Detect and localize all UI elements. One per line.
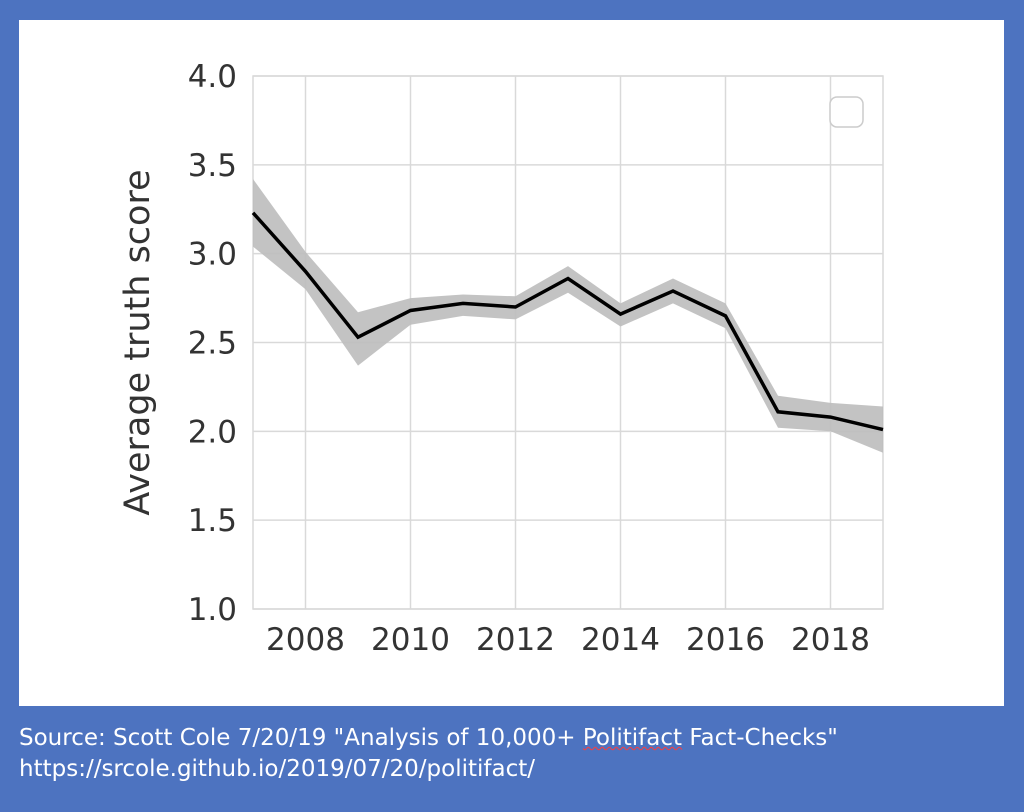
plot-frame <box>252 75 884 610</box>
y-tick-label: 4.0 <box>188 59 237 95</box>
x-tick-labels: 2008 2010 2012 2014 2016 2018 <box>266 622 870 658</box>
source-citation: Source: Scott Cole 7/20/19 "Analysis of … <box>19 723 1009 754</box>
legend-box[interactable] <box>829 96 864 128</box>
confidence-band <box>253 179 883 453</box>
data-point <box>251 211 255 215</box>
source-citation-text-end: Fact-Checks" <box>682 725 838 751</box>
data-point <box>776 410 780 414</box>
data-point <box>829 415 833 419</box>
chart-panel: 2008 2010 2012 2014 2016 2018 1.0 1.5 2.0 2.5 3.0… <box>19 20 1004 706</box>
source-caption: Source: Scott Cole 7/20/19 "Analysis of … <box>19 723 1009 785</box>
data-point <box>881 428 885 432</box>
y-tick-label: 2.0 <box>188 414 237 450</box>
x-tick-label: 2010 <box>371 622 450 658</box>
x-tick-label: 2012 <box>476 622 555 658</box>
y-tick-labels: 1.0 1.5 2.0 2.5 3.0 3.5 4.0 <box>188 59 237 628</box>
spellcheck-flagged-word: Politifact <box>582 725 683 751</box>
line-chart: 2008 2010 2012 2014 2016 2018 1.0 1.5 2.0 2.5 3.0… <box>118 59 885 658</box>
x-tick-label: 2016 <box>686 622 765 658</box>
data-point <box>461 301 465 305</box>
x-tick-label: 2014 <box>581 622 660 658</box>
data-point <box>619 312 623 316</box>
y-tick-label: 2.5 <box>188 326 237 362</box>
y-axis-title: Average truth score <box>118 169 158 515</box>
y-tick-label: 1.0 <box>188 592 237 628</box>
data-point <box>356 335 360 339</box>
y-tick-label: 3.5 <box>188 148 237 184</box>
data-point <box>724 314 728 318</box>
data-point <box>409 309 413 313</box>
series-line <box>251 211 884 432</box>
x-tick-label: 2018 <box>791 622 870 658</box>
data-point <box>514 305 518 309</box>
source-url[interactable]: https://srcole.github.io/2019/07/20/poli… <box>19 756 536 782</box>
data-point <box>566 277 570 281</box>
y-tick-label: 3.0 <box>188 237 237 273</box>
y-tick-label: 1.5 <box>188 503 237 539</box>
x-tick-label: 2008 <box>266 622 345 658</box>
source-citation-text: Source: Scott Cole 7/20/19 "Analysis of … <box>19 725 583 751</box>
data-point <box>671 289 675 293</box>
data-point <box>304 269 308 273</box>
